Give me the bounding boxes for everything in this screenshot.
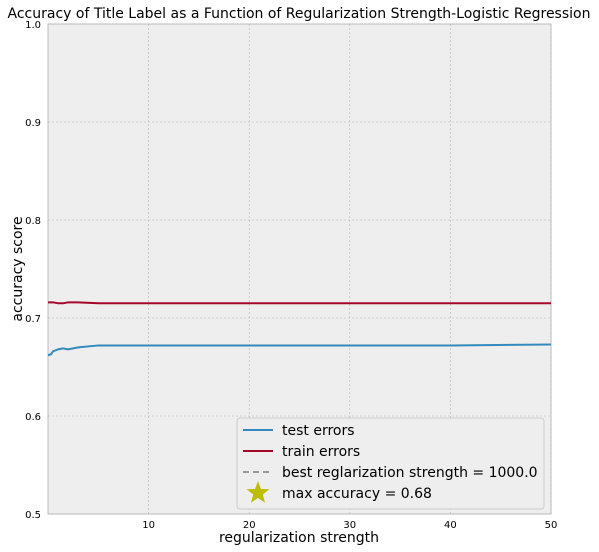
legend-label: best reglarization strength = 1000.0 xyxy=(282,465,538,481)
y-axis-label: accuracy score xyxy=(10,216,26,321)
y-tick-label: 0.6 xyxy=(25,412,41,423)
x-tick-label: 50 xyxy=(545,520,558,531)
series-line-1 xyxy=(48,302,551,303)
chart-title: Accuracy of Title Label as a Function of… xyxy=(8,6,591,22)
legend-label: train errors xyxy=(282,444,360,460)
y-tick-label: 0.5 xyxy=(25,510,41,521)
y-tick-label: 0.7 xyxy=(25,314,41,325)
x-tick-label: 40 xyxy=(444,520,457,531)
legend-label: max accuracy = 0.68 xyxy=(282,486,432,502)
legend: test errors train errors best reglarizatio… xyxy=(237,418,544,509)
x-tick-label: 10 xyxy=(142,520,155,531)
y-tick-label: 1.0 xyxy=(25,20,41,31)
y-tick-label: 0.8 xyxy=(25,216,41,227)
legend-label: test errors xyxy=(282,423,355,439)
y-tick-label: 0.9 xyxy=(25,118,41,129)
y-ticks: 0.5 0.6 0.7 0.8 0.9 1.0 xyxy=(25,20,41,521)
x-axis-label: regularization strength xyxy=(219,530,379,546)
